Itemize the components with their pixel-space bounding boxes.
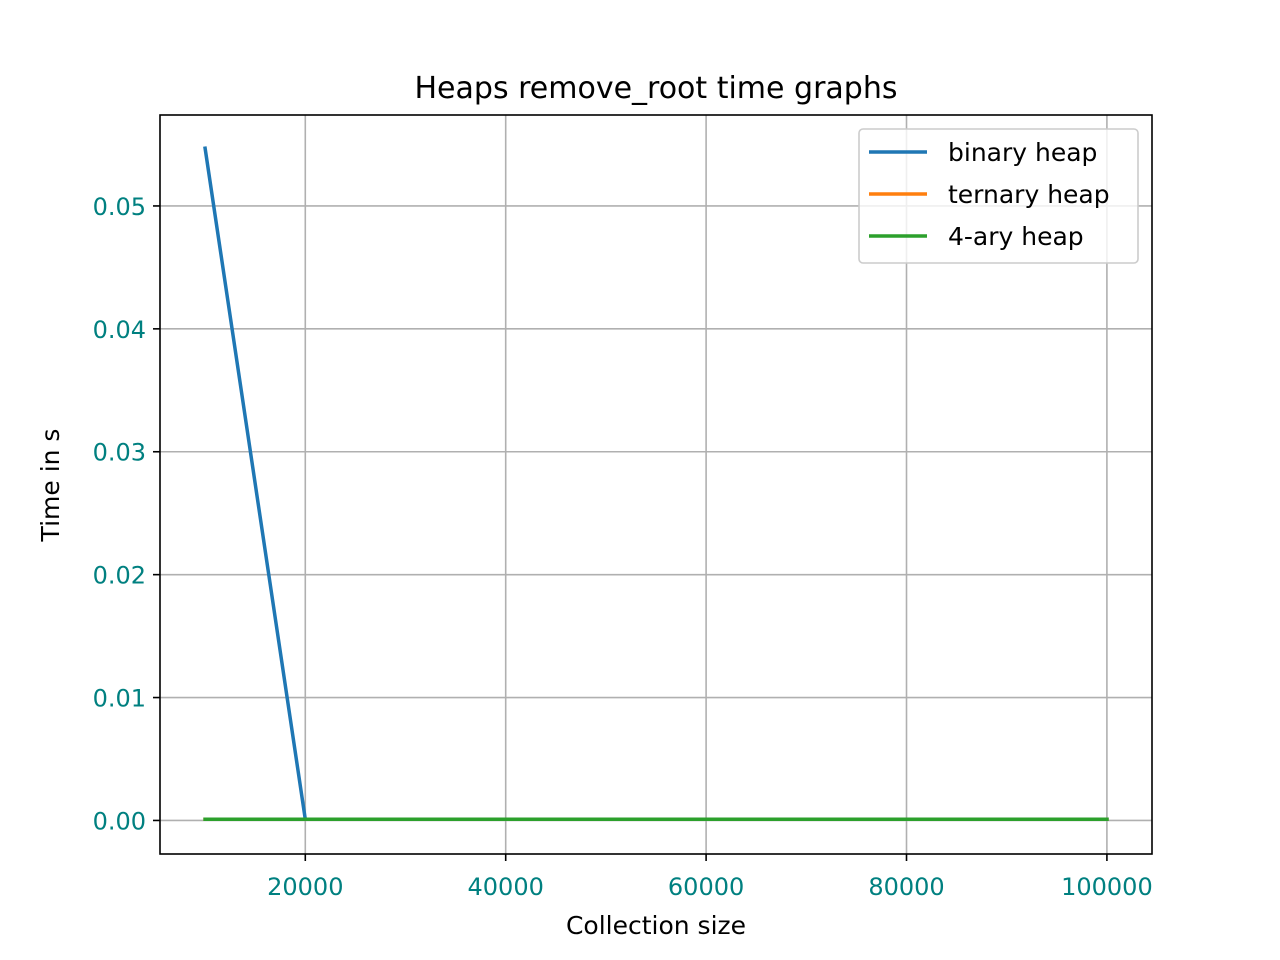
y-tick-label: 0.00 bbox=[93, 807, 146, 835]
legend-box bbox=[858, 128, 1139, 264]
ticks: 20000 40000 60000 80000 100000 0.00 0.01 0.02 0.… bbox=[93, 193, 1153, 901]
legend-label-0: binary heap bbox=[948, 138, 1097, 167]
y-tick-label: 0.04 bbox=[93, 316, 146, 344]
y-tick-label: 0.02 bbox=[93, 562, 146, 590]
y-tick-label: 0.05 bbox=[93, 193, 146, 221]
x-tick-label: 80000 bbox=[868, 873, 944, 901]
x-tick-label: 60000 bbox=[668, 873, 744, 901]
plot-frame bbox=[159, 114, 1153, 855]
x-tick-label: 40000 bbox=[468, 873, 544, 901]
x-tick-label: 100000 bbox=[1061, 873, 1153, 901]
y-axis-label: Time in s bbox=[36, 429, 65, 543]
x-tick-label: 20000 bbox=[267, 873, 343, 901]
y-tick-label: 0.03 bbox=[93, 439, 146, 467]
legend-label-1: ternary heap bbox=[948, 180, 1110, 209]
x-axis-label: Collection size bbox=[566, 911, 746, 940]
chart-title: Heaps remove_root time graphs bbox=[415, 71, 898, 106]
legend: binary heap ternary heap 4-ary heap bbox=[858, 128, 1139, 264]
series-layer bbox=[203, 146, 1109, 821]
y-tick-label: 0.01 bbox=[93, 685, 146, 713]
legend-label-2: 4-ary heap bbox=[948, 222, 1084, 251]
